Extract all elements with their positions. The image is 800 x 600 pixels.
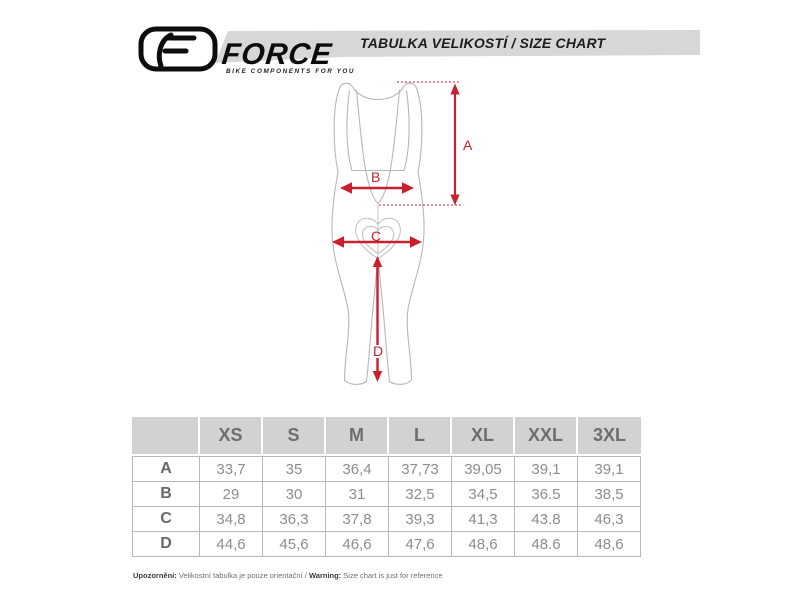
table-row-a: A 33,7 35 36,4 37,73 39,05 39,1 39,1	[132, 456, 641, 482]
bib-tights-measurement-diagram: A B C D	[331, 81, 473, 385]
warning-text-en: Size chart is just for reference	[343, 571, 443, 580]
cell-d-l: 47,6	[389, 532, 452, 557]
warning-separator: /	[304, 571, 307, 580]
corner-cell	[132, 417, 200, 456]
cell-d-3xl: 48,6	[578, 532, 641, 557]
brand-name: FORCE	[220, 38, 334, 71]
col-header-xs: XS	[200, 417, 263, 456]
cell-d-m: 46,6	[326, 532, 389, 557]
size-table-header-row: XS S M L XL XXL 3XL	[132, 417, 641, 456]
cell-b-xs: 29	[200, 482, 263, 507]
cell-b-3xl: 38,5	[578, 482, 641, 507]
page-title: TABULKA VELIKOSTÍ / SIZE CHART	[360, 35, 606, 51]
col-header-xl: XL	[452, 417, 515, 456]
cell-b-m: 31	[326, 482, 389, 507]
col-header-m: M	[326, 417, 389, 456]
row-label-b: B	[132, 482, 200, 507]
table-row-d: D 44,6 45,6 46,6 47,6 48,6 48.6 48,6	[132, 532, 641, 557]
cell-c-xxl: 43.8	[515, 507, 578, 532]
cell-c-xs: 34,8	[200, 507, 263, 532]
col-header-3xl: 3XL	[578, 417, 641, 456]
cell-d-xl: 48,6	[452, 532, 515, 557]
measure-label-b: B	[371, 169, 380, 185]
cell-a-xs: 33,7	[200, 456, 263, 482]
warning-label-en: Warning:	[308, 571, 342, 580]
table-row-c: C 34,8 36,3 37,8 39,3 41,3 43.8 46,3	[132, 507, 641, 532]
row-label-d: D	[132, 532, 200, 557]
size-table: XS S M L XL XXL 3XL A 33,7 35 36,4 37,73…	[132, 417, 641, 557]
measure-label-a: A	[463, 137, 473, 153]
row-label-c: C	[132, 507, 200, 532]
measure-arrow-c	[332, 236, 422, 248]
cell-c-xl: 41,3	[452, 507, 515, 532]
measure-arrow-b	[340, 182, 414, 194]
cell-b-xl: 34,5	[452, 482, 515, 507]
measure-label-d: D	[373, 343, 383, 359]
cell-c-l: 39,3	[389, 507, 452, 532]
cell-d-s: 45,6	[263, 532, 326, 557]
warning-note: Upozornění: Velikostní tabulka je pouze …	[133, 571, 443, 580]
cell-d-xxl: 48.6	[515, 532, 578, 557]
cell-a-l: 37,73	[389, 456, 452, 482]
cell-c-3xl: 46,3	[578, 507, 641, 532]
cell-a-s: 35	[263, 456, 326, 482]
measure-guide-dotted-lines	[379, 81, 461, 206]
cell-a-m: 36,4	[326, 456, 389, 482]
brand-tagline: BIKE COMPONENTS FOR YOU	[226, 68, 356, 75]
cell-a-3xl: 39,1	[578, 456, 641, 482]
measure-label-c: C	[371, 228, 381, 244]
cell-d-xs: 44,6	[200, 532, 263, 557]
warning-text-cs: Velikostní tabulka je pouze orientační	[178, 571, 303, 580]
cell-b-xxl: 36.5	[515, 482, 578, 507]
cell-a-xxl: 39,1	[515, 456, 578, 482]
col-header-s: S	[263, 417, 326, 456]
warning-label-cs: Upozornění:	[133, 571, 177, 580]
cell-c-s: 36,3	[263, 507, 326, 532]
cell-c-m: 37,8	[326, 507, 389, 532]
cell-a-xl: 39,05	[452, 456, 515, 482]
row-label-a: A	[132, 456, 200, 482]
table-row-b: B 29 30 31 32,5 34,5 36.5 38,5	[132, 482, 641, 507]
cell-b-s: 30	[263, 482, 326, 507]
force-logo-icon	[138, 26, 218, 72]
col-header-l: L	[389, 417, 452, 456]
measure-arrow-a	[450, 83, 460, 206]
measure-arrow-d	[372, 256, 383, 382]
col-header-xxl: XXL	[515, 417, 578, 456]
cell-b-l: 32,5	[389, 482, 452, 507]
measure-label-d-halo	[372, 345, 384, 358]
